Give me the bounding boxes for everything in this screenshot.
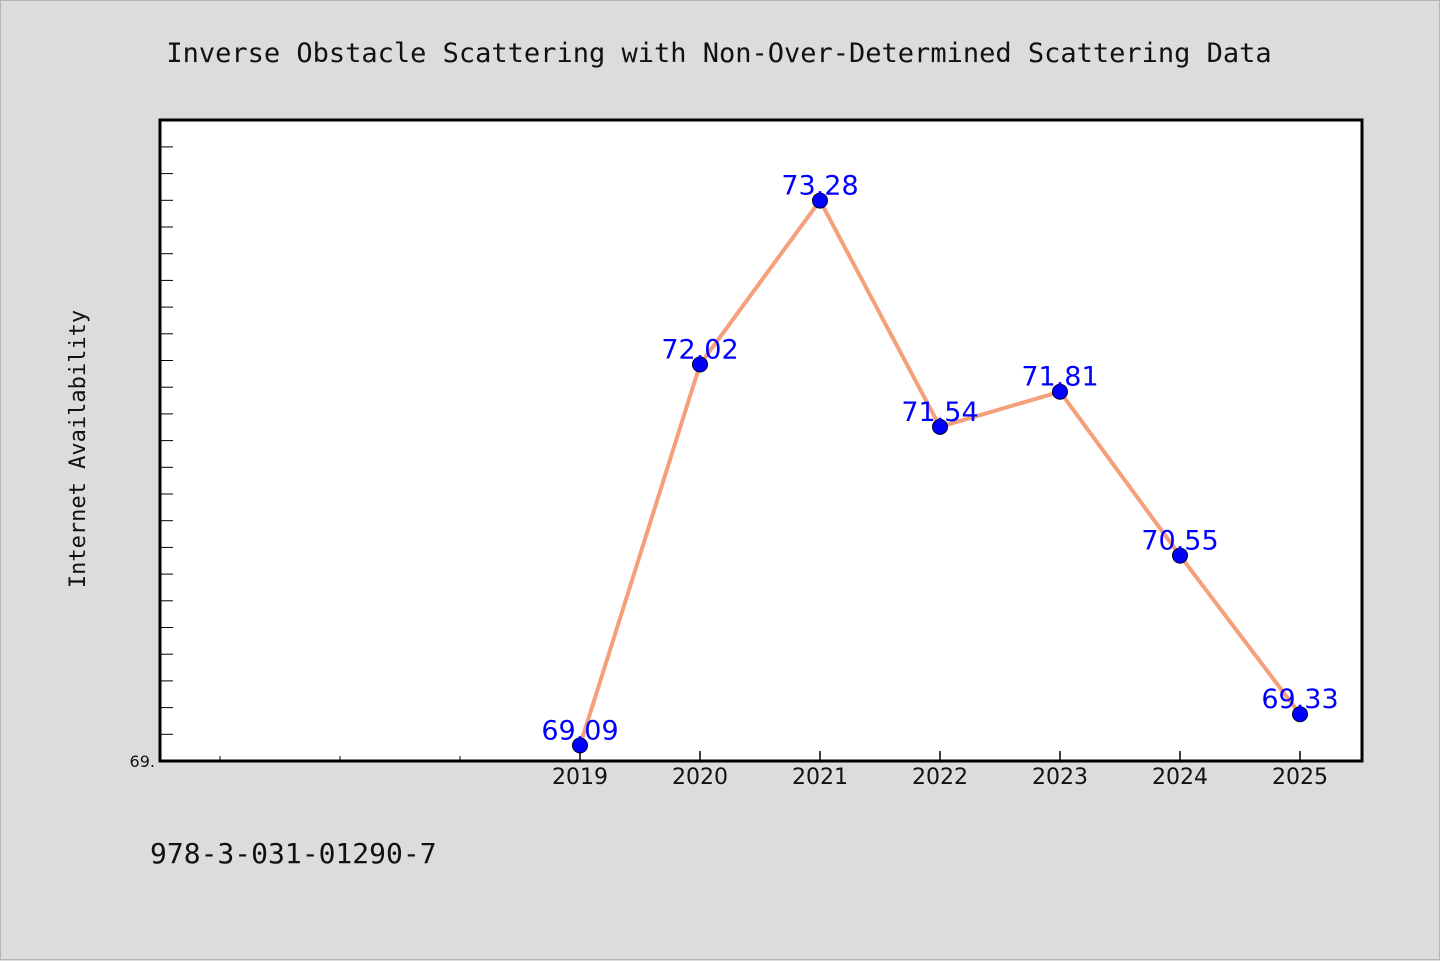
x-tick-label: 2024 xyxy=(1152,765,1208,790)
data-label: 72.02 xyxy=(661,334,738,365)
data-point xyxy=(572,737,588,754)
isbn-footer: 978-3-031-01290-7 xyxy=(150,837,437,870)
y-axis-ticks xyxy=(160,146,173,735)
x-axis-ticks: 2019 2020 2021 2022 2023 2024 2025 xyxy=(219,751,1328,790)
x-tick-label: 2019 xyxy=(552,765,608,790)
x-tick-label: 2021 xyxy=(792,765,848,790)
x-tick-label: 2022 xyxy=(912,765,968,790)
x-tick-label: 2020 xyxy=(672,765,728,790)
data-point xyxy=(812,192,828,209)
x-tick-label: 2023 xyxy=(1032,765,1088,790)
data-point xyxy=(692,356,708,373)
data-point xyxy=(1292,706,1308,723)
y-axis-label: Internet Availability xyxy=(66,310,91,588)
data-label: 69.09 xyxy=(541,715,618,746)
data-label: 70.55 xyxy=(1141,526,1218,557)
plot-area xyxy=(158,118,1364,763)
data-point xyxy=(1172,547,1188,564)
series-layer: 69.09 72.02 73.28 71.54 71.81 70.55 69.33 xyxy=(541,171,1339,754)
data-label: 69.33 xyxy=(1261,684,1338,715)
chart-title: Inverse Obstacle Scattering with Non-Ove… xyxy=(166,38,1271,69)
x-tick-label: 2025 xyxy=(1272,765,1328,790)
data-point xyxy=(932,418,948,435)
y-tick-label-min: 69. xyxy=(130,752,155,771)
data-label: 73.28 xyxy=(781,171,858,202)
data-point xyxy=(1052,383,1068,400)
data-label: 71.81 xyxy=(1021,362,1098,393)
data-label: 71.54 xyxy=(901,397,978,428)
